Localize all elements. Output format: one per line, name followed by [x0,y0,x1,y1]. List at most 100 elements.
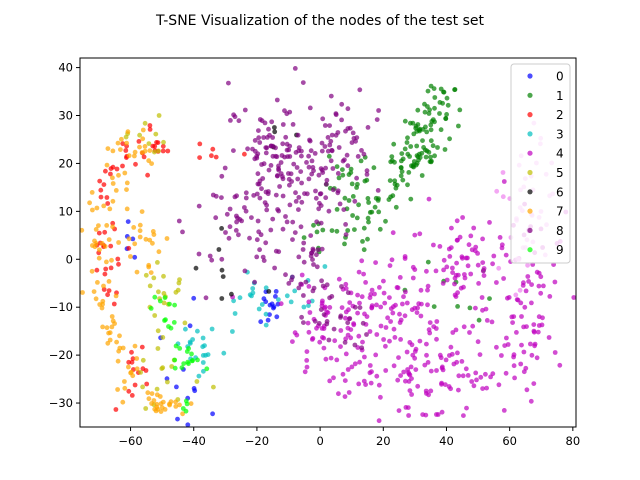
point-class-4 [340,371,346,377]
legend-label-1: 1 [556,89,564,103]
point-class-8 [251,193,257,198]
point-class-8 [298,169,304,175]
point-class-4 [369,287,375,293]
point-class-0 [175,416,180,422]
point-class-2 [126,388,132,394]
legend-marker-1 [527,92,533,98]
point-class-1 [369,209,375,215]
x-tick-label: −40 [182,434,206,448]
legend-marker-6 [527,189,533,195]
point-class-2 [101,182,107,188]
point-class-4 [433,268,439,274]
y-tick-label: −30 [49,396,73,410]
point-class-4 [484,318,490,323]
point-class-4 [473,305,478,311]
point-class-9 [148,306,154,311]
point-class-3 [306,303,311,308]
point-class-8 [279,153,285,158]
point-class-2 [213,154,219,160]
point-class-4 [392,335,398,340]
point-class-4 [443,357,449,363]
point-class-8 [222,165,228,171]
point-class-8 [266,126,271,132]
point-class-3 [232,311,238,316]
legend-label-9: 9 [556,243,564,257]
point-class-7 [109,314,115,319]
point-class-7 [167,402,173,408]
point-class-2 [154,140,159,145]
point-class-8 [352,342,358,348]
point-class-2 [141,154,147,160]
point-class-2 [106,288,112,293]
point-class-8 [317,200,322,206]
point-class-4 [367,329,373,334]
point-class-4 [448,245,454,251]
point-class-1 [366,200,371,205]
point-class-4 [525,274,531,279]
x-tick-label: 80 [566,434,581,448]
point-class-0 [267,312,272,317]
point-class-1 [350,213,355,218]
point-class-4 [427,330,433,336]
point-class-8 [256,181,262,187]
point-class-9 [195,357,200,363]
point-class-4 [464,405,469,411]
point-class-4 [505,342,511,347]
point-class-4 [571,295,577,300]
point-class-4 [306,329,312,335]
point-class-8 [314,264,320,270]
point-class-1 [389,154,395,160]
point-class-2 [133,161,138,167]
point-class-0 [185,422,191,428]
legend-label-3: 3 [556,127,564,141]
point-class-8 [219,173,225,179]
point-class-7 [110,181,116,186]
point-class-4 [487,220,492,225]
point-class-4 [374,332,380,337]
point-class-8 [286,281,292,286]
point-class-4 [331,375,336,381]
point-class-7 [132,153,137,159]
point-class-7 [112,321,117,326]
point-class-0 [191,295,197,301]
point-class-4 [412,349,418,354]
point-class-5 [140,384,146,390]
point-class-1 [320,227,326,233]
point-class-8 [227,206,233,212]
point-class-7 [114,339,119,345]
point-class-4 [481,266,487,271]
point-class-0 [273,289,279,294]
point-class-8 [345,320,351,326]
point-class-7 [150,240,155,246]
point-class-7 [137,222,143,228]
point-class-8 [364,172,370,177]
point-class-8 [296,254,302,260]
point-class-4 [441,267,446,273]
point-class-4 [473,244,479,250]
point-class-9 [172,302,178,308]
point-class-1 [383,218,388,224]
point-class-8 [280,176,286,182]
point-class-9 [152,294,158,300]
point-class-4 [460,255,465,261]
point-class-9 [172,365,178,371]
point-class-9 [167,301,172,307]
point-class-4 [463,255,469,261]
point-class-7 [109,324,115,330]
point-class-2 [144,381,150,387]
point-class-3 [209,326,215,332]
point-class-8 [249,215,254,221]
point-class-7 [120,399,126,405]
point-class-8 [319,140,325,146]
legend-marker-8 [527,227,533,233]
point-class-8 [320,283,326,289]
point-class-1 [428,83,434,89]
point-class-4 [406,379,412,384]
point-class-4 [521,324,526,330]
point-class-4 [424,341,429,347]
point-class-8 [257,195,263,201]
point-class-4 [440,281,446,286]
point-class-7 [118,147,123,153]
point-class-1 [417,126,423,132]
point-class-8 [340,158,346,164]
